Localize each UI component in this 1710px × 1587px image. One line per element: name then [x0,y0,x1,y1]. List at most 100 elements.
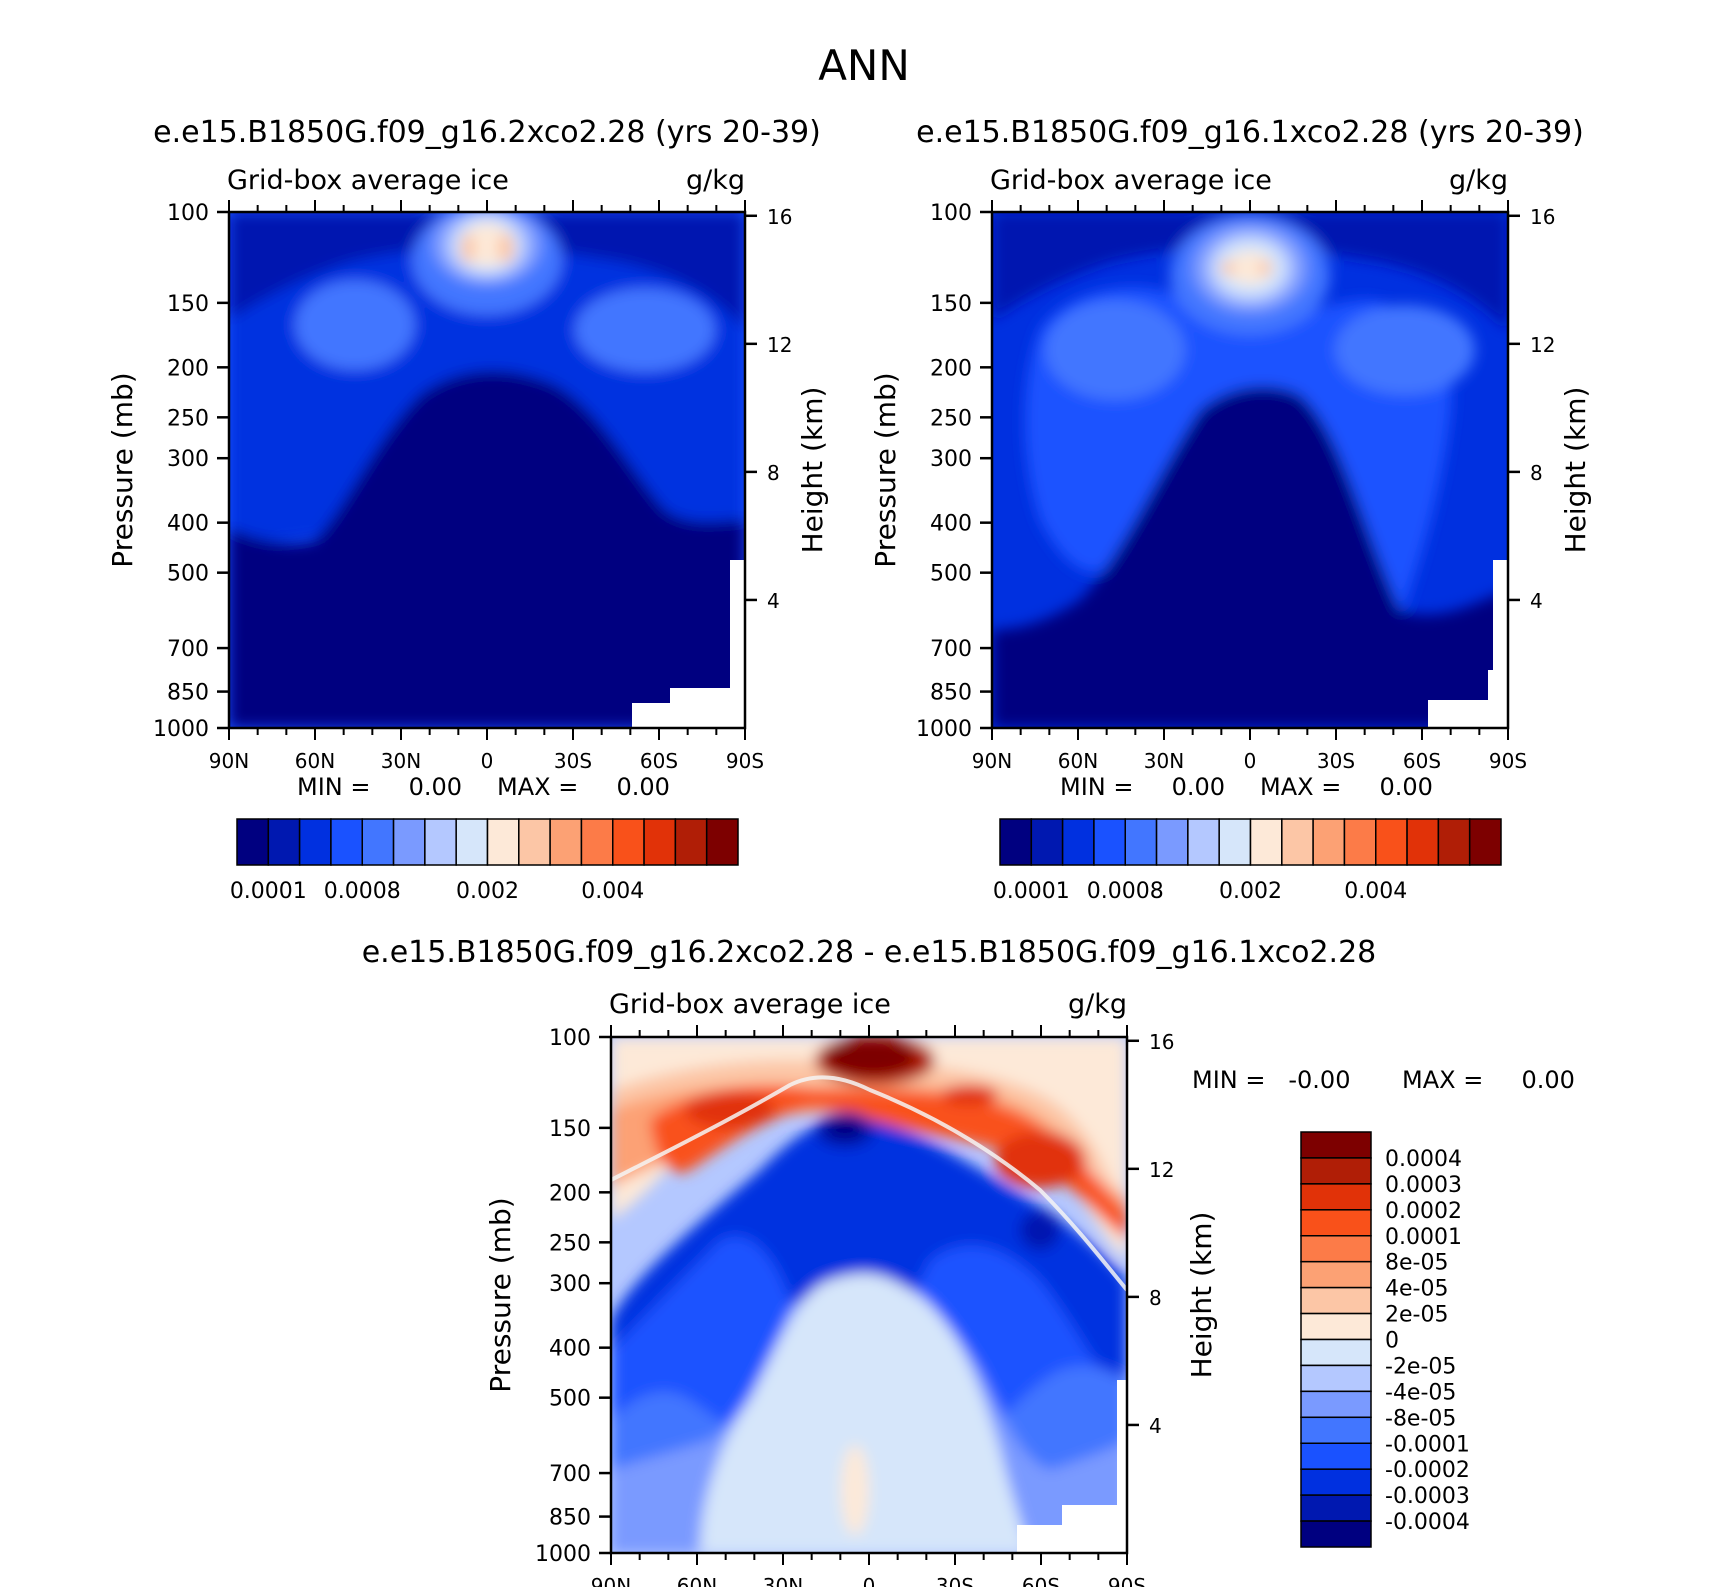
colorbar-label: 0.0002 [1385,1199,1462,1224]
pressure-tick-label: 250 [167,406,209,431]
pressure-tick-label: 1000 [535,1542,591,1567]
colorbar-label: 0.0003 [1385,1173,1462,1198]
pressure-tick-label: 1000 [916,717,972,742]
panel-top-right: e.e15.B1850G.f09_g16.1xco2.28 (yrs 20-39… [869,115,1592,904]
max-readout: MAX = 0.00 [1260,773,1433,801]
lat-tick-label: 60N [677,1574,717,1587]
pressure-tick-label: 150 [167,292,209,317]
height-tick-label: 16 [767,205,792,229]
min-readout: MIN = 0.00 [297,773,462,801]
colorbar-top-left: 0.0001 0.0008 0.002 0.004 [230,818,739,904]
pressure-tick-label: 100 [930,201,972,226]
colorbar-box [1300,1468,1372,1496]
colorbar-box [580,818,614,866]
colorbar-box [1124,818,1158,866]
pressure-tick-label: 500 [167,562,209,587]
panel-title: e.e15.B1850G.f09_g16.2xco2.28 (yrs 20-39… [153,115,821,150]
lat-tick-label: 60N [1058,749,1098,773]
near-zero-core [700,1273,1030,1553]
height-tick-label: 16 [1530,205,1555,229]
main-title: ANN [818,41,910,90]
pressure-tick-label: 100 [167,201,209,226]
subtitle-variable: Grid-box average ice [990,165,1272,196]
colorbar-label: 0.0008 [324,879,401,904]
colorbar-box [612,818,645,866]
colorbar-box [1061,818,1095,866]
colorbar-box [424,818,457,866]
y-axis-label: Pressure (mb) [106,372,139,567]
midlat-blob-south [575,288,715,372]
pressure-tick-label: 850 [549,1506,591,1531]
positive-blob-south-2 [942,1085,998,1105]
tropical-core-band-5 [1228,252,1272,284]
colorbar-box [1300,1364,1372,1393]
colorbar-box [1300,1209,1372,1237]
positive-band-3 [650,1086,1127,1240]
height-tick-label: 4 [1149,1414,1162,1438]
negative-blob-south-2 [1020,1210,1060,1250]
colorbar-label: 0.002 [456,879,519,904]
pressure-tick-label: 250 [930,406,972,431]
colorbar-box [267,818,301,866]
colorbar-box [1312,818,1346,866]
colorbar-box [1300,1157,1372,1185]
panel-top-left: e.e15.B1850G.f09_g16.2xco2.28 (yrs 20-39… [106,115,829,904]
colorbar-box [1155,818,1189,866]
colorbar-top-right: 0.0001 0.0008 0.002 0.004 [993,818,1502,904]
colorbar-box [1300,1338,1372,1367]
colorbar-box [1343,818,1377,866]
colorbar-box [1281,818,1314,866]
contour-field [229,212,745,728]
max-readout: MAX = 0.00 [497,773,670,801]
pressure-tick-label: 400 [930,512,972,537]
pressure-tick-label: 200 [930,356,972,381]
lat-tick-label: 60N [295,749,335,773]
lat-tick-label: 30S [1317,749,1355,773]
lat-tick-label: 0 [863,1574,876,1587]
pressure-tick-label: 500 [930,562,972,587]
colorbar-label: -4e-05 [1385,1380,1456,1405]
colorbar-box [518,818,551,866]
contour-field [992,212,1508,728]
positive-peak-core [825,1039,915,1075]
pressure-tick-label: 700 [167,637,209,662]
colorbar-label: 0.0004 [1385,1147,1462,1172]
missing-data-bottom-right-2 [1062,1505,1127,1553]
colorbar-box [330,818,363,866]
colorbar-box [1300,1390,1372,1419]
lat-tick-label: 30N [763,1574,803,1587]
subtitle-units: g/kg [1449,165,1508,196]
lat-tick-label: 90S [1489,749,1527,773]
pressure-tick-label: 300 [549,1272,591,1297]
colorbar-box [1375,818,1408,866]
lat-tick-label: 90N [209,749,249,773]
height-tick-label: 12 [1530,333,1555,357]
lat-tick-label: 30S [554,749,592,773]
panel-difference: e.e15.B1850G.f09_g16.2xco2.28 - e.e15.B1… [362,935,1575,1587]
colorbar-box [705,818,739,866]
colorbar-label: 0.0008 [1087,879,1164,904]
colorbar-label: 0.0001 [230,879,307,904]
colorbar-box [1437,818,1471,866]
contour-field [611,1037,1127,1553]
pressure-tick-label: 200 [167,356,209,381]
lat-tick-label: 30S [936,1574,974,1587]
lat-tick-label: 0 [1244,749,1257,773]
y-axis-right-label: Height (km) [1185,1212,1218,1379]
lat-tick-label: 90S [726,749,764,773]
colorbar-box [1300,1416,1372,1444]
colorbar-label: 0 [1385,1329,1399,1354]
height-tick-label: 4 [1530,589,1543,613]
pressure-tick-label: 700 [549,1462,591,1487]
midlat-blob-south [1335,305,1475,395]
colorbar-label: 4e-05 [1385,1277,1448,1302]
y-axis-label: Pressure (mb) [484,1197,517,1392]
lower-domain-dark [229,371,745,728]
colorbar-label: 0.0001 [1385,1225,1462,1250]
tropical-peak-south [498,233,514,263]
colorbar-box [1300,1260,1372,1289]
pressure-tick-label: 1000 [153,717,209,742]
pressure-tick-label: 200 [549,1181,591,1206]
colorbar-difference: 0.00040.00030.00020.00018e-054e-052e-050… [1300,1131,1470,1548]
height-tick-label: 8 [1530,461,1543,485]
